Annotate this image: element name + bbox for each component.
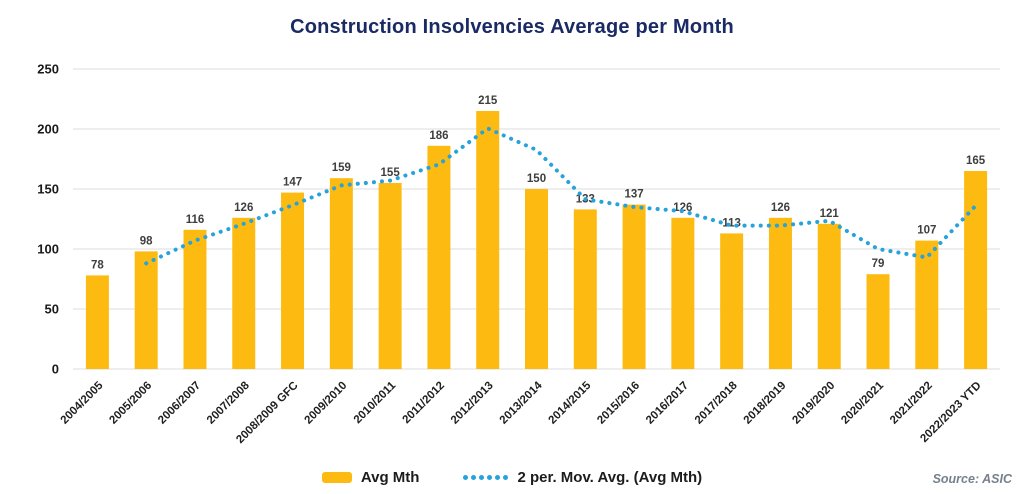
x-axis-label: 2017/2018 [693,379,740,426]
y-axis-tick-label: 0 [52,362,59,377]
bar-value-label: 215 [478,95,498,107]
bar [915,240,939,369]
bar-value-label: 107 [917,225,936,237]
bar-value-label: 78 [91,259,104,271]
bar [573,209,597,369]
bar-value-label: 186 [429,130,448,142]
x-axis-label: 2011/2012 [401,380,447,426]
bar-value-label: 165 [966,155,986,167]
bar-value-label: 137 [624,189,643,201]
x-axis-label: 2005/2006 [107,380,154,427]
bar-value-label: 79 [872,258,885,270]
legend-dot-icon [495,475,501,480]
bar-series-swatch-icon [321,472,352,483]
x-axis-label: 2020/2021 [839,379,886,426]
legend-item-avg-mth: Avg Mth [321,469,420,486]
y-axis-tick-label: 100 [37,242,59,257]
x-axis-label: 2019/2020 [790,380,837,427]
bar-value-label: 121 [820,208,840,220]
legend-dot-icon [463,475,469,480]
bar-value-label: 126 [673,202,692,214]
legend-item-mov-avg: 2 per. Mov. Avg. (Avg Mth) [463,469,702,486]
bar [866,274,890,369]
legend-label-avg-mth: Avg Mth [360,469,420,486]
bar-value-label: 126 [771,202,790,214]
bar [671,217,695,369]
bar-value-label: 98 [140,235,153,247]
x-axis-label: 2013/2014 [498,379,545,426]
bar [817,223,841,369]
chart-title: Construction Insolvencies Average per Mo… [290,16,734,38]
y-axis-tick-label: 250 [37,62,59,77]
legend-dot-icon [479,475,485,480]
x-axis-label: 2010/2011 [352,379,399,426]
y-axis-tick-label: 200 [37,122,59,137]
bar [329,178,353,369]
x-axis-label: 2012/2013 [449,380,496,427]
bar [427,145,451,369]
x-axis-label: 2007/2008 [205,379,252,426]
bar [622,204,646,369]
x-axis-label: 2015/2016 [595,380,642,427]
x-axis-label: 2018/2019 [742,380,789,427]
chart-legend: Avg Mth 2 per. Mov. Avg. (Avg Mth) [0,469,1024,486]
bar-value-label: 155 [381,167,401,179]
y-axis-tick-label: 50 [45,302,59,317]
bar-value-label: 150 [527,173,546,185]
bar-value-label: 159 [332,162,351,174]
legend-dot-icon [487,475,493,480]
x-axis-label: 2009/2010 [303,380,350,427]
bar [720,233,744,369]
legend-dot-icon [471,475,477,480]
bar-value-label: 113 [722,217,741,229]
bar-value-label: 126 [234,202,253,214]
bar [964,171,988,369]
x-axis-label: 2004/2005 [59,379,106,426]
x-axis-label: 2006/2007 [156,380,203,427]
x-axis-label: 2016/2017 [644,380,691,427]
y-axis-tick-label: 150 [37,182,59,197]
dotted-line-swatch-icon [463,475,509,480]
bar-value-label: 116 [186,214,205,226]
bar [232,217,256,369]
x-axis-label: 2021/2022 [888,380,935,427]
x-axis-label: 2014/2015 [546,379,593,426]
legend-dot-icon [503,475,509,480]
bar [476,111,500,369]
bar [378,183,402,369]
bar [134,251,158,369]
bar [281,192,305,369]
bar [768,217,792,369]
bar [525,189,548,369]
legend-label-mov-avg: 2 per. Mov. Avg. (Avg Mth) [517,469,703,486]
source-credit: Source: ASIC [932,472,1012,486]
bar [85,275,109,369]
bar [183,229,207,369]
moving-average-line [144,126,978,266]
bar-value-label: 147 [283,177,302,189]
